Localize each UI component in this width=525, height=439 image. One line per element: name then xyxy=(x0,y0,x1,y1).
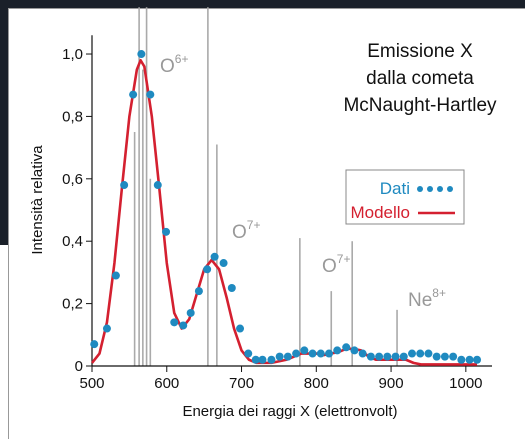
ion-label: O7+ xyxy=(322,252,350,277)
y-tick-label: 0,2 xyxy=(62,296,83,313)
data-point xyxy=(292,349,301,358)
legend-dot xyxy=(437,186,443,192)
data-point xyxy=(203,265,212,274)
title-line: dalla cometa xyxy=(366,68,474,89)
data-point xyxy=(210,252,219,261)
data-point xyxy=(186,308,195,317)
data-point xyxy=(473,355,482,364)
data-point xyxy=(424,349,433,358)
data-point xyxy=(146,90,155,99)
y-tick-label: 1,0 xyxy=(62,46,83,63)
ion-label: Ne8+ xyxy=(408,286,446,311)
y-tick-label: 0,8 xyxy=(62,108,83,125)
data-point xyxy=(194,287,203,296)
data-point xyxy=(350,346,359,355)
data-point xyxy=(244,349,253,358)
data-point xyxy=(283,352,292,361)
x-tick-label: 800 xyxy=(304,375,329,392)
ion-label: O7+ xyxy=(232,218,260,243)
y-axis-label: Intensità relativa xyxy=(29,145,46,255)
x-tick-label: 900 xyxy=(379,375,404,392)
data-point xyxy=(236,324,245,333)
data-point xyxy=(325,349,334,358)
data-point xyxy=(219,259,228,268)
data-point xyxy=(408,349,416,358)
data-point xyxy=(440,352,449,361)
data-point xyxy=(179,321,188,330)
ion-charge: 7+ xyxy=(247,218,261,232)
data-point xyxy=(375,352,384,361)
data-point xyxy=(300,346,309,355)
ion-charge: 8+ xyxy=(432,286,446,300)
y-tick-label: 0,6 xyxy=(62,171,83,188)
legend-box xyxy=(345,169,465,225)
space-strip xyxy=(0,0,8,245)
data-point xyxy=(227,284,236,293)
legend-label: Modello xyxy=(350,203,410,222)
data-point xyxy=(416,349,425,358)
data-point xyxy=(111,271,120,280)
data-point xyxy=(383,352,392,361)
data-point xyxy=(358,349,367,358)
ion-symbol: O xyxy=(160,56,175,77)
data-point xyxy=(432,352,441,361)
data-point xyxy=(391,352,400,361)
data-point xyxy=(465,355,474,364)
data-point xyxy=(102,324,111,333)
ion-label: O6+ xyxy=(160,52,188,77)
data-point xyxy=(258,355,267,364)
data-point xyxy=(342,343,351,352)
legend-dot xyxy=(447,186,453,192)
data-point xyxy=(366,352,375,361)
data-point xyxy=(275,352,284,361)
data-point xyxy=(90,340,99,349)
x-tick-label: 500 xyxy=(79,375,104,392)
space-strip xyxy=(0,0,525,8)
legend-dot xyxy=(427,186,433,192)
title-line: Emissione X xyxy=(367,41,473,62)
ion-symbol: O xyxy=(322,256,337,277)
x-axis-label: Energia dei raggi X (elettronvolt) xyxy=(182,403,397,420)
data-point xyxy=(153,181,162,190)
data-point xyxy=(267,355,276,364)
x-tick-label: 600 xyxy=(154,375,179,392)
data-point xyxy=(162,227,171,236)
data-point xyxy=(251,355,260,364)
data-point xyxy=(129,90,138,99)
y-tick-label: 0,4 xyxy=(62,233,83,250)
legend-label: Dati xyxy=(380,179,410,198)
x-tick-label: 1000 xyxy=(449,375,482,392)
ion-charge: 6+ xyxy=(175,52,189,66)
legend-dot xyxy=(417,186,423,192)
data-point xyxy=(137,50,146,59)
ion-symbol: Ne xyxy=(408,290,432,311)
x-tick-label: 700 xyxy=(229,375,254,392)
data-point xyxy=(316,349,325,358)
data-point xyxy=(457,355,466,364)
ion-charge: 7+ xyxy=(337,252,351,266)
data-point xyxy=(308,349,317,358)
data-point xyxy=(120,181,129,190)
data-point xyxy=(449,352,458,361)
y-tick-label: 0 xyxy=(75,358,83,375)
data-point xyxy=(333,346,342,355)
data-point xyxy=(399,352,408,361)
title-line: McNaught-Hartley xyxy=(343,95,497,116)
data-point xyxy=(170,318,179,327)
ion-symbol: O xyxy=(232,222,247,243)
